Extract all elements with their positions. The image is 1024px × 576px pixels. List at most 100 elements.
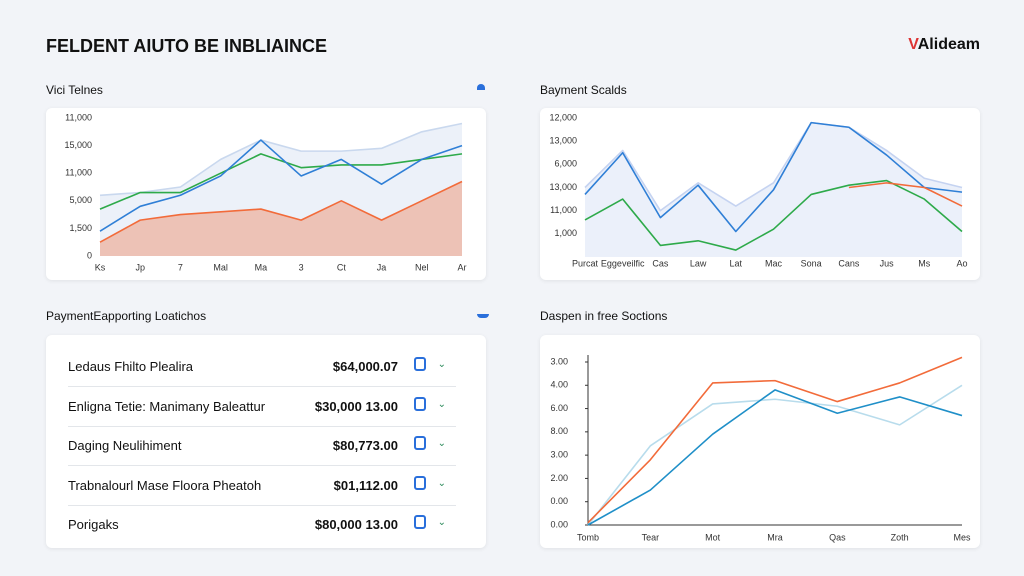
y-tick-label: 5,000 [69,195,92,205]
y-tick-label: 1,000 [554,228,577,238]
x-tick-label: 3 [299,262,304,272]
copy-icon [414,475,426,490]
table-row[interactable]: Enligna Tetie: Manimany Baleattur $30,000… [68,387,456,427]
x-tick-label: Jus [880,258,895,268]
y-tick-label: 1,500 [69,223,92,233]
x-tick-label: Nel [415,262,429,272]
y-tick-label: 4.00 [550,380,568,390]
row-name: Daging Neulihiment [68,438,182,453]
x-tick-label: Mot [705,532,721,542]
copy-icon [414,436,426,450]
area [100,181,462,256]
x-tick-label: Mra [767,532,783,542]
line [99,139,463,232]
x-tick-label: Sona [801,258,822,268]
table-row[interactable]: Porigaks $80,000 13.00 ⌄ [68,505,456,544]
x-tick-label: 7 [178,262,183,272]
table-row[interactable]: Daging Neulihiment $80,773.00 ⌄ [68,426,456,466]
x-tick-label: Lat [730,258,743,268]
y-tick-label: 6.00 [550,403,568,413]
card [540,335,980,548]
chevron[interactable]: ⌄ [437,359,446,370]
panel-title: Daspen in free Soctions [540,309,668,323]
dot-icon [477,84,485,90]
x-tick-label: Eggeveilfic [601,258,645,268]
logo[interactable]: VAlideam [908,36,980,53]
line [584,179,963,251]
x-tick-label: Mac [765,258,783,268]
copy-icon [414,396,426,411]
card [540,108,980,280]
page-title: FELDENT AIUTO BE INBLIAINCE [46,36,328,56]
dot-icon [477,314,489,318]
table-card: Ledaus Fhilto Plealira $64,000.07 ⌄ Enligna… [46,335,486,548]
x-tick-label: Ks [95,262,106,272]
x-tick-label: Qas [829,532,846,542]
y-tick-label: 11,000 [65,168,92,178]
x-tick-label: Ar [458,262,467,272]
x-tick-label: Ja [377,262,387,272]
line [99,180,463,243]
x-tick-label: Tear [642,532,660,542]
copy-icon [414,515,426,529]
table-row[interactable]: Trabnalourl Mase Floora Pheatoh $01,112.0… [68,466,456,506]
x-tick-label: Jp [135,262,145,272]
x-tick-label: Ma [255,262,268,272]
row-amount: $80,773.00 [332,438,398,453]
y-tick-label: 0.00 [550,519,568,529]
row-name: Porigaks [68,517,119,532]
row-name: Trabnalourl Mase Floora Pheatoh [68,477,262,493]
line [587,356,963,524]
y-tick-label: 15,000 [64,140,92,150]
row-name: Enligna Tetie: Manimany Baleattur [68,398,266,414]
chevron[interactable]: ⌄ [437,398,446,410]
line [584,121,963,212]
y-tick-label: 11,000 [65,112,92,122]
x-tick-label: Purcat [572,258,599,268]
y-tick-label: 3.00 [550,356,568,366]
logo-text: Alideam [917,36,980,53]
x-tick-label: Law [690,258,707,268]
line [587,384,963,526]
panel-title: Bayment Scalds [540,83,627,97]
y-tick-label: 13,000 [549,182,577,192]
copy-icon [414,357,426,371]
x-tick-label: Mes [953,532,971,542]
chevron[interactable]: ⌄ [437,477,446,489]
line [848,182,963,207]
y-tick-label: 12,000 [549,112,577,122]
y-tick-label: 2.00 [550,473,568,483]
x-tick-label: Mal [213,262,228,272]
row-amount: $30,000 13.00 [314,398,398,414]
x-tick-label: Cans [838,258,860,268]
x-tick-label: Ct [337,262,346,272]
line [587,389,963,526]
y-tick-label: 13,000 [549,136,577,146]
y-tick-label: 11,000 [550,205,577,215]
x-tick-label: Ao [956,258,967,268]
x-tick-label: Ms [918,258,930,268]
y-tick-label: 0 [87,250,92,260]
row-name: Ledaus Fhilto Plealira [68,359,194,374]
y-tick-label: 3.00 [550,450,568,460]
table-row[interactable]: Ledaus Fhilto Plealira $64,000.07 ⌄ [68,347,456,387]
x-tick-label: Tomb [577,532,599,542]
row-amount: $01,112.00 [333,477,398,493]
panel-title: PaymentEapporting Loatichos [46,309,207,323]
row-amount: $80,000 13.00 [314,517,398,532]
x-tick-label: Zoth [891,532,909,542]
chevron[interactable]: ⌄ [437,517,446,528]
y-tick-label: 8.00 [550,426,568,436]
y-tick-label: 0.00 [550,496,568,506]
line [99,122,463,197]
area [100,123,462,257]
line [99,153,463,210]
panel-title: Vici Telnes [46,83,103,97]
x-tick-label: Cas [652,258,669,268]
line [584,121,963,233]
chevron[interactable]: ⌄ [437,438,446,449]
row-amount: $64,000.07 [332,359,398,374]
y-tick-label: 6,000 [554,159,577,169]
